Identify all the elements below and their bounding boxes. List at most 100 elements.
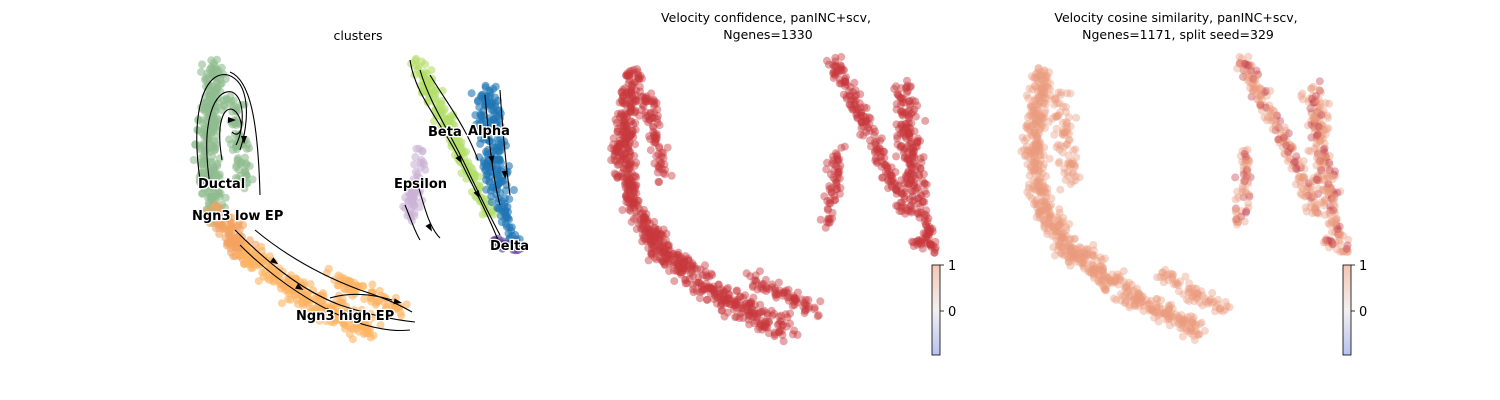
cell-point	[1035, 206, 1044, 215]
cell-point	[345, 312, 354, 321]
cell-point	[776, 317, 785, 326]
cell-point	[1257, 86, 1266, 94]
cell-point	[1082, 246, 1091, 255]
cell-point	[873, 157, 882, 166]
velocity-streamlines	[196, 59, 511, 331]
cell-point	[1033, 181, 1042, 190]
cell-point	[1306, 147, 1315, 156]
cell-point	[654, 234, 663, 243]
cell-point	[779, 320, 787, 329]
cell-point	[1182, 326, 1191, 335]
cell-point	[830, 160, 839, 168]
cell-point	[886, 172, 895, 181]
cell-point	[723, 295, 732, 303]
cell-point	[1207, 295, 1216, 304]
cell-point	[503, 203, 512, 211]
cell-point	[1332, 215, 1341, 224]
cell-point	[1299, 176, 1308, 185]
cell-point	[1034, 129, 1043, 138]
cell-point	[1025, 180, 1033, 189]
cell-point	[712, 293, 721, 301]
cell-point	[1121, 283, 1130, 292]
cell-point	[1093, 257, 1102, 266]
colorbar-tick-1: 1	[948, 259, 956, 274]
cell-point	[1057, 233, 1066, 242]
cell-point	[632, 96, 641, 105]
cell-point	[723, 308, 732, 317]
cell-point	[700, 285, 709, 294]
cell-point	[910, 127, 919, 136]
cell-point	[823, 218, 832, 227]
cell-point	[1168, 270, 1176, 278]
cell-point	[1068, 253, 1077, 262]
cell-point	[647, 109, 655, 118]
cell-point	[1055, 145, 1064, 154]
cell-point	[646, 236, 655, 245]
cell-point	[919, 153, 928, 161]
cell-point	[1040, 79, 1049, 88]
cell-point	[898, 98, 907, 106]
cell-point	[1041, 106, 1050, 115]
cell-point	[1249, 73, 1257, 82]
cell-point	[1037, 186, 1045, 194]
cell-point	[643, 215, 652, 224]
cell-point	[1060, 130, 1069, 139]
cell-point	[898, 110, 907, 119]
cell-point	[858, 118, 866, 127]
cell-point	[903, 174, 912, 183]
cell-point	[706, 289, 715, 297]
cell-point	[416, 158, 425, 167]
cell-point	[1028, 115, 1037, 124]
cell-point	[254, 261, 263, 270]
cell-point	[897, 123, 906, 132]
cell-point	[1192, 327, 1200, 336]
cell-point	[804, 295, 813, 304]
cell-point	[1062, 243, 1071, 251]
cell-point	[1065, 247, 1074, 255]
cell-point	[1038, 83, 1047, 92]
cell-point	[209, 166, 218, 175]
cell-point	[1078, 259, 1087, 268]
cell-point	[762, 284, 771, 293]
cell-point	[1037, 90, 1046, 99]
cell-point	[1161, 310, 1170, 319]
cell-point	[892, 105, 901, 114]
cell-point	[1025, 84, 1034, 93]
cell-point	[611, 170, 620, 179]
streamline-arrow	[270, 257, 279, 265]
cell-point	[680, 260, 688, 269]
cell-point	[1030, 110, 1039, 119]
cell-point	[1314, 122, 1323, 131]
cell-point	[911, 174, 920, 183]
cell-point	[650, 113, 659, 122]
cell-point	[832, 179, 841, 188]
cell-point	[1318, 198, 1326, 207]
cell-point	[679, 264, 688, 272]
cell-point	[1239, 176, 1248, 185]
cell-point	[1036, 119, 1045, 127]
cell-point	[1021, 151, 1030, 160]
cell-point	[1326, 211, 1335, 219]
cell-point	[1324, 114, 1332, 122]
cell-point	[1035, 111, 1044, 120]
cell-point	[1043, 184, 1052, 193]
cell-point	[1055, 99, 1064, 108]
cell-point	[630, 161, 639, 170]
cell-point	[649, 128, 658, 136]
cell-point	[619, 164, 628, 173]
cell-point	[659, 225, 668, 234]
panel-title: Velocity cosine similarity, panINC+scv, …	[1054, 10, 1301, 42]
cell-point	[835, 65, 844, 74]
cell-point	[888, 175, 897, 184]
cell-point	[1294, 172, 1303, 181]
cell-point	[910, 105, 919, 114]
cell-point	[645, 229, 654, 238]
cell-point	[1041, 188, 1050, 197]
cell-point	[1049, 243, 1058, 252]
cell-point	[626, 107, 635, 116]
cell-point	[620, 116, 628, 125]
cell-point	[625, 181, 634, 190]
cell-point	[913, 142, 921, 151]
cell-point	[1080, 251, 1089, 260]
